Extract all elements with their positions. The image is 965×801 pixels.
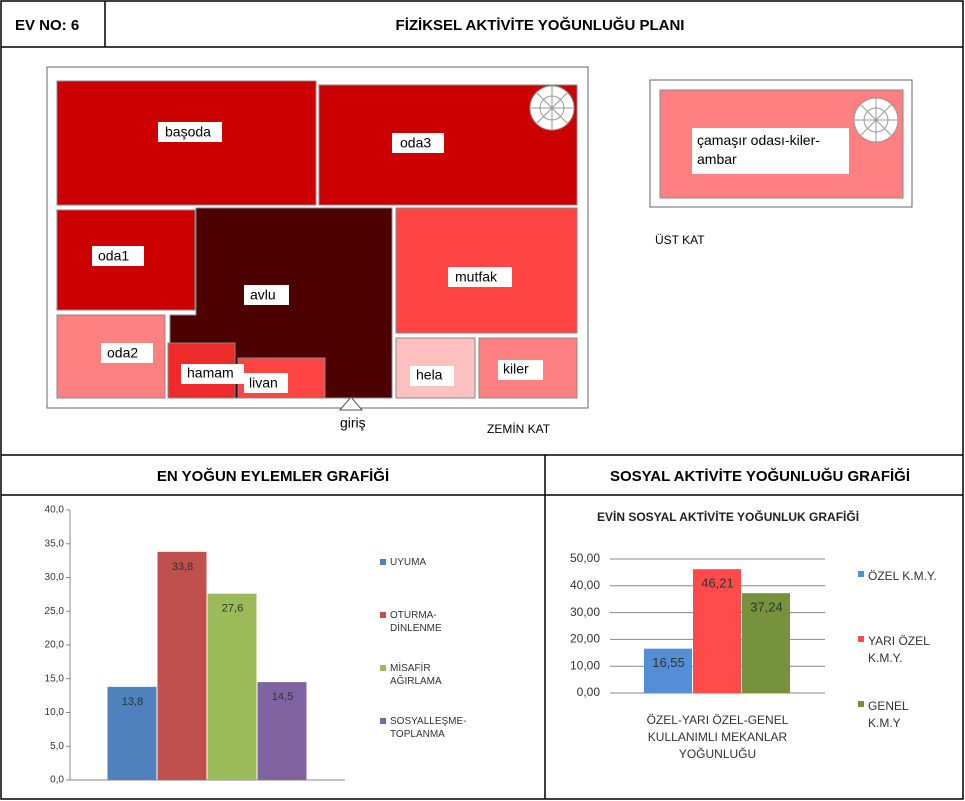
value-label: 14,5: [272, 691, 293, 703]
room-label: avlu: [250, 287, 276, 303]
room-label: başoda: [165, 124, 211, 140]
legend-label: OTURMA-DİNLENME: [390, 610, 442, 634]
value-label: 16,55: [652, 655, 685, 670]
value-label: 33,8: [172, 561, 193, 573]
legend-label: SOSYALLEŞME-TOPLANMA: [390, 716, 467, 740]
room-label: çamaşır odası-kiler-ambar: [697, 132, 820, 167]
value-label: 46,21: [701, 576, 734, 591]
room-label: oda1: [98, 248, 129, 264]
y-tick-label: 25,0: [45, 606, 65, 617]
legend-swatch: [858, 636, 864, 642]
y-tick-label: 50,00: [570, 551, 600, 565]
room-label: oda3: [400, 135, 431, 151]
legend-label: GENEL K.M.Y: [868, 699, 909, 730]
room-label: kiler: [503, 361, 529, 377]
room-label: mutfak: [455, 269, 498, 285]
y-tick-label: 40,00: [570, 578, 600, 592]
entry-label: giriş: [340, 415, 366, 431]
bar: [693, 569, 741, 693]
y-tick-label: 0,00: [577, 685, 601, 699]
chart-title: EVİN SOSYAL AKTİVİTE YOĞUNLUK GRAFİĞİ: [597, 509, 859, 524]
room-label: oda2: [107, 345, 138, 361]
y-tick-label: 30,0: [45, 572, 65, 583]
bar: [207, 593, 257, 780]
value-label: 13,8: [122, 696, 143, 708]
section-title: SOSYAL AKTİVİTE YOĞUNLUĞU GRAFİĞİ: [610, 467, 910, 485]
bar: [257, 682, 307, 780]
y-tick-label: 15,0: [45, 673, 65, 684]
page-title: FİZİKSEL AKTİVİTE YOĞUNLUĞU PLANI: [396, 16, 685, 34]
room-label: hamam: [187, 365, 234, 381]
y-tick-label: 0,0: [50, 775, 64, 786]
y-tick-label: 10,00: [570, 658, 600, 672]
ev-no: EV NO: 6: [15, 17, 79, 34]
legend-label: MİSAFİR AĞIRLAMA: [390, 663, 442, 687]
x-tick-label: ÖZEL-YARI ÖZEL-GENEL KULLANIMLI MEKANLAR…: [646, 713, 789, 761]
legend-swatch: [380, 612, 386, 618]
value-label: 37,24: [750, 600, 783, 615]
bar: [742, 593, 790, 693]
legend-label: YARI ÖZEL K.M.Y.: [868, 634, 930, 665]
bar: [157, 551, 207, 780]
floor-label: ZEMİN KAT: [487, 422, 551, 436]
y-tick-label: 5,0: [50, 741, 64, 752]
section-title: EN YOĞUN EYLEMLER GRAFİĞİ: [157, 467, 389, 485]
room-label: livan: [249, 375, 278, 391]
y-tick-label: 35,0: [45, 538, 65, 549]
y-tick-label: 20,0: [45, 640, 65, 651]
bar: [644, 648, 692, 693]
legend-swatch: [380, 718, 386, 724]
legend-swatch: [380, 559, 386, 565]
y-tick-label: 30,00: [570, 605, 600, 619]
floor-plan: [46, 66, 913, 411]
bar: [107, 686, 157, 780]
legend-label: UYUMA: [390, 557, 427, 568]
legend-swatch: [858, 701, 864, 707]
room-labels: başoda oda3 oda1 avlu mutfak oda2 hamam …: [98, 124, 705, 436]
y-tick-label: 40,0: [45, 505, 65, 516]
y-tick-label: 20,00: [570, 632, 600, 646]
legend-label: ÖZEL K.M.Y.: [868, 569, 937, 583]
room-label: hela: [416, 367, 443, 383]
value-label: 27,6: [222, 603, 243, 615]
y-tick-label: 10,0: [45, 707, 65, 718]
legend-swatch: [380, 665, 386, 671]
legend-swatch: [858, 571, 864, 577]
floor-label: ÜST KAT: [655, 233, 705, 247]
